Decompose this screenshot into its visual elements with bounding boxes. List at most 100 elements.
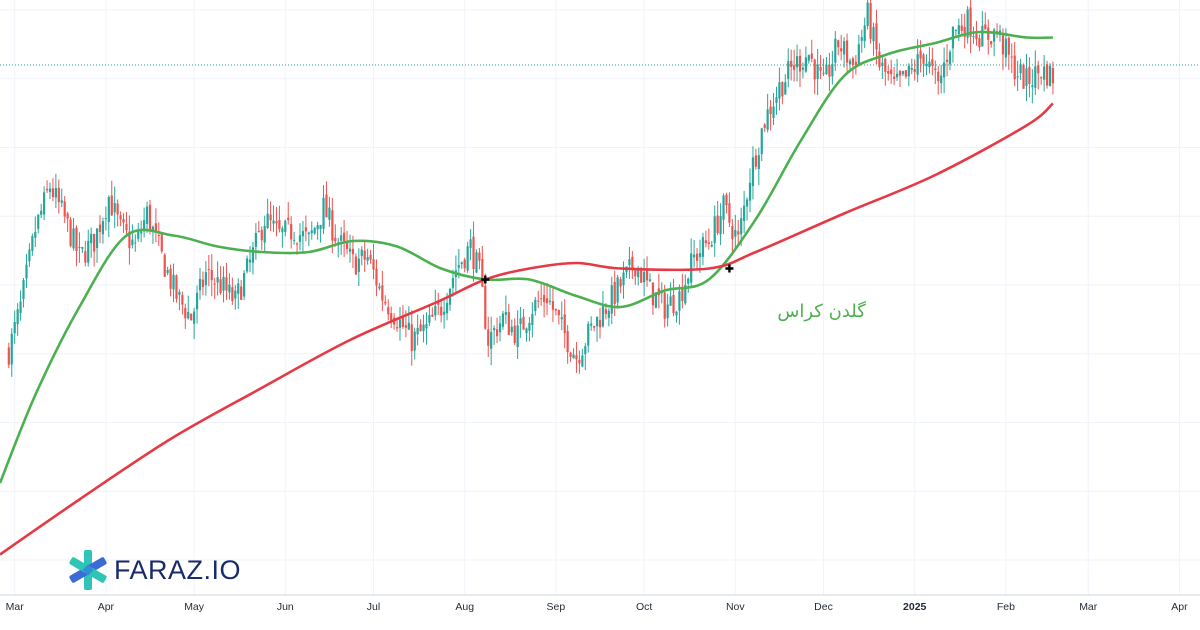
candle — [301, 220, 305, 253]
candle-body — [93, 233, 96, 252]
ma-series-line-1 — [0, 30, 1053, 484]
candle-body — [398, 319, 402, 328]
candle-body — [707, 242, 710, 244]
candle-body — [125, 224, 128, 231]
candle-body — [478, 252, 481, 261]
candle-body — [645, 270, 649, 281]
candle-body — [422, 324, 425, 332]
candle — [522, 309, 525, 330]
cross-markers-group — [481, 264, 734, 284]
candle — [990, 40, 993, 48]
candle — [169, 264, 172, 297]
candle-body — [684, 284, 687, 304]
candle — [1019, 58, 1022, 80]
candle — [25, 253, 28, 288]
candle — [207, 255, 210, 287]
candle-body — [175, 275, 178, 299]
candle-body — [510, 326, 513, 333]
candle — [734, 214, 737, 251]
candle-body — [987, 27, 990, 40]
candle — [713, 205, 716, 257]
candle — [775, 86, 778, 115]
candle — [57, 179, 60, 214]
candle-body — [693, 254, 696, 258]
candle-body — [113, 202, 116, 213]
candle-body — [325, 194, 328, 218]
candle — [569, 351, 572, 362]
candle-body — [213, 283, 216, 285]
candle — [269, 201, 272, 232]
candle-body — [190, 313, 193, 321]
candle-body — [581, 355, 584, 367]
candle-body — [166, 270, 169, 274]
candle — [963, 13, 966, 49]
candle — [116, 199, 119, 227]
candle — [981, 11, 984, 47]
candle — [216, 261, 219, 296]
candle — [154, 208, 157, 243]
x-tick-label: Sep — [547, 601, 566, 613]
candle-body — [313, 227, 316, 234]
candle — [163, 253, 166, 277]
candle — [175, 274, 178, 303]
candle-body — [748, 182, 752, 201]
brand-logo[interactable]: FARAZ.IO — [66, 548, 241, 592]
candle-body — [957, 25, 960, 35]
candle — [793, 49, 796, 82]
candle — [843, 37, 846, 68]
candle-body — [493, 327, 496, 331]
candle-body — [522, 316, 525, 330]
candle — [425, 312, 428, 345]
candle-body — [910, 67, 913, 70]
candle-body — [28, 249, 31, 262]
candle — [122, 213, 125, 233]
candle-body — [869, 3, 872, 39]
candle — [590, 316, 593, 331]
candle-body — [875, 23, 878, 50]
candle — [866, 0, 869, 30]
candle — [469, 229, 472, 261]
candle — [1045, 60, 1049, 89]
candle — [757, 147, 760, 186]
candle — [619, 276, 622, 294]
candle — [710, 241, 713, 248]
candle — [472, 221, 475, 282]
candle-body — [475, 252, 478, 273]
candle-body — [878, 51, 881, 68]
candle-body — [784, 82, 787, 95]
candle-body — [316, 225, 319, 230]
candle-body — [587, 323, 590, 346]
candle-body — [122, 219, 125, 223]
candle-body — [607, 310, 610, 318]
candle — [1037, 60, 1040, 90]
candle — [934, 60, 937, 85]
candle — [375, 259, 378, 297]
candle — [925, 54, 928, 76]
candle — [22, 277, 25, 308]
candle-body — [128, 231, 131, 249]
candle — [678, 284, 681, 325]
candle-body — [507, 312, 510, 335]
candle — [904, 70, 907, 79]
candle-body — [331, 210, 334, 241]
candle — [995, 23, 999, 39]
candle — [134, 234, 137, 252]
candle — [690, 238, 693, 287]
candle-body — [295, 243, 299, 245]
golden-cross-label: گلدن کراس — [777, 300, 866, 322]
candle-body — [907, 65, 910, 77]
time-axis[interactable]: Mar Apr May Jun Jul Aug Sep Oct Nov Dec 2025 Feb Mar… — [6, 601, 1188, 613]
candle — [872, 22, 875, 56]
candle — [631, 250, 634, 279]
candle — [434, 289, 437, 321]
candle-body — [654, 292, 657, 308]
candle-body — [563, 314, 566, 334]
candle — [528, 317, 531, 342]
candle-body — [993, 29, 996, 42]
candle — [725, 192, 728, 214]
candle-body — [516, 325, 519, 348]
candle — [381, 270, 384, 312]
candle-body — [384, 301, 387, 304]
candle-body — [119, 215, 122, 220]
candle — [651, 282, 655, 315]
